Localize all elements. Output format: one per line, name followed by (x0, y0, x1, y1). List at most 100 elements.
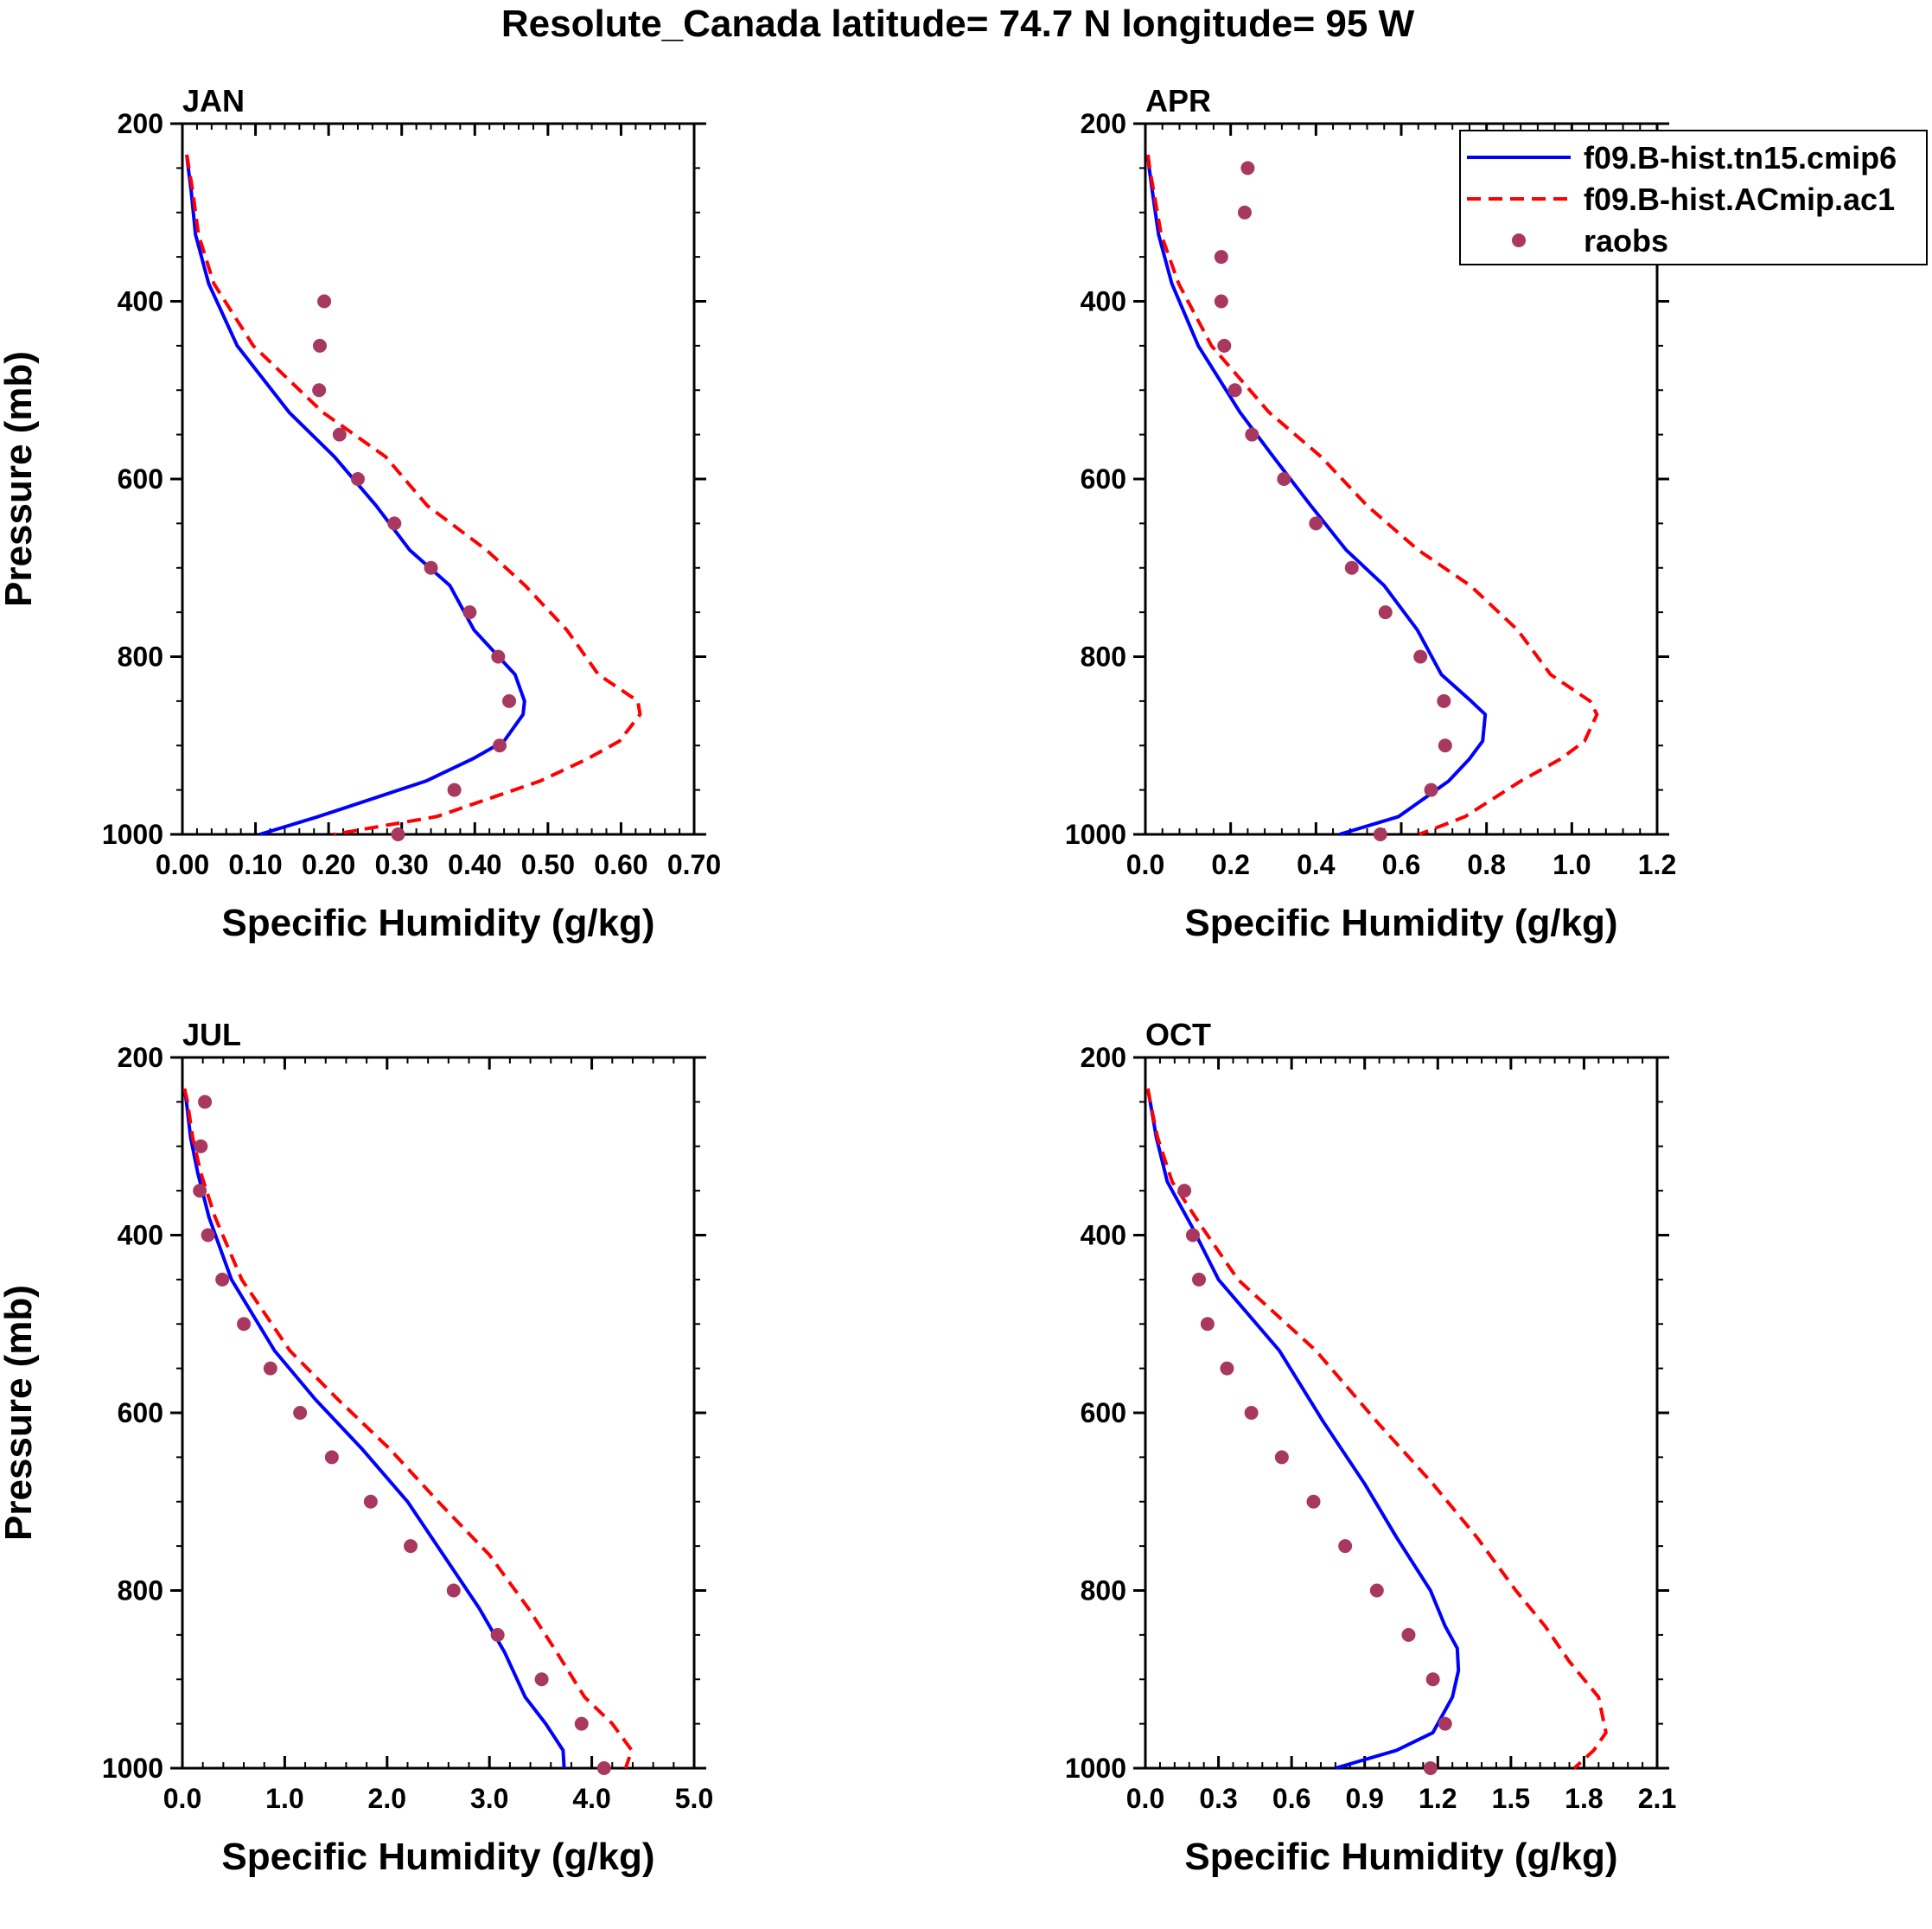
raobs-point (534, 1672, 549, 1687)
x-axis-label: Specific Humidity (g/kg) (1184, 902, 1617, 944)
y-tick-label: 1000 (1065, 1753, 1126, 1784)
x-tick-label: 0.9 (1345, 1783, 1383, 1814)
x-tick-label: 0.30 (375, 849, 429, 880)
raobs-point (1274, 1450, 1289, 1465)
x-tick-label: 0.10 (228, 849, 282, 880)
x-tick-label: 0.6 (1272, 1783, 1310, 1814)
y-tick-label: 600 (118, 463, 163, 495)
y-tick-label: 1000 (1065, 819, 1126, 850)
panel-jan: JAN 0.00 0.10 0.20 0.30 0.40 0.50 0.60 0.70 200 40… (0, 83, 721, 944)
legend-label: f09.B-hist.tn15.cmip6 (1584, 140, 1897, 176)
y-tick-label: 400 (1081, 286, 1126, 317)
y-tick-label: 800 (1081, 642, 1126, 673)
plot-frame (1144, 1056, 1659, 1770)
raobs-point (193, 1184, 207, 1198)
raobs-point (1192, 1272, 1207, 1287)
x-axis-label: Specific Humidity (g/kg) (221, 1836, 654, 1878)
x-tick-label: 1.0 (1553, 849, 1591, 880)
series-line-acmip (1146, 154, 1599, 836)
y-tick-label: 400 (1081, 1220, 1126, 1251)
raobs-point (1401, 1627, 1416, 1642)
y-tick-label: 600 (1081, 463, 1126, 495)
raobs-point (596, 1761, 611, 1775)
x-tick-label: 2.0 (368, 1783, 406, 1814)
raobs-point (502, 693, 517, 708)
raobs-point (1200, 1317, 1215, 1332)
raobs-point (1227, 383, 1242, 398)
x-tick-label: 1.2 (1638, 849, 1676, 880)
series-line-cmip6 (1145, 1088, 1461, 1770)
x-tick-label: 1.8 (1565, 1783, 1603, 1814)
raobs-point (1437, 693, 1451, 708)
raobs-point (1214, 294, 1228, 309)
legend-label: f09.B-hist.ACmip.ac1 (1584, 182, 1895, 217)
raobs-point (462, 605, 477, 620)
panel-title: JAN (182, 83, 245, 118)
x-tick-label: 0.60 (594, 849, 647, 880)
x-tick-label: 0.4 (1297, 849, 1336, 880)
x-tick-label: 0.3 (1199, 1783, 1237, 1814)
y-axis-label: Pressure (mb) (0, 1285, 40, 1541)
raobs-point (1425, 1672, 1440, 1687)
y-tick-label: 1000 (102, 819, 163, 850)
raobs-point (312, 338, 327, 353)
y-tick-label: 200 (118, 1042, 163, 1073)
raobs-point (363, 1494, 378, 1509)
raobs-point (424, 560, 438, 575)
raobs-point (1177, 1184, 1192, 1198)
y-tick-label: 800 (118, 1575, 163, 1606)
raobs-point (574, 1716, 589, 1731)
x-tick-label: 4.0 (572, 1783, 610, 1814)
raobs-point (194, 1139, 208, 1153)
y-tick-label: 600 (1081, 1397, 1126, 1428)
y-tick-label: 200 (118, 108, 163, 139)
x-tick-label: 5.0 (675, 1783, 713, 1814)
plot-frame (181, 1056, 696, 1770)
x-tick-label: 3.0 (470, 1783, 508, 1814)
raobs-point (1185, 1228, 1200, 1242)
raobs-point (201, 1228, 215, 1242)
panel-title: JUL (182, 1017, 241, 1052)
panel-title: APR (1145, 83, 1211, 118)
raobs-point (1423, 1761, 1438, 1775)
raobs-point (1306, 1494, 1321, 1509)
raobs-point (237, 1317, 252, 1332)
raobs-point (198, 1095, 213, 1109)
x-tick-label: 0.6 (1382, 849, 1420, 880)
raobs-point (493, 738, 507, 753)
raobs-point (1378, 605, 1393, 620)
raobs-point (215, 1272, 230, 1287)
raobs-point (293, 1406, 308, 1420)
raobs-point (1240, 161, 1255, 176)
raobs-point (1344, 560, 1359, 575)
figure-title: Resolute_Canada latitude= 74.7 N longitu… (501, 3, 1415, 45)
x-tick-label: 0.8 (1467, 849, 1505, 880)
raobs-point (317, 294, 332, 309)
raobs-point (1277, 472, 1291, 486)
x-tick-label: 0.00 (156, 849, 209, 880)
series-line-acmip (1145, 1088, 1608, 1770)
y-axis-label: Pressure (mb) (0, 351, 40, 607)
y-tick-label: 200 (1081, 1042, 1126, 1073)
raobs-point (1438, 738, 1452, 753)
series-line-cmip6 (1146, 154, 1488, 836)
y-tick-label: 600 (118, 1397, 163, 1428)
panel-oct: OCT 0.0 0.3 0.6 0.9 1.2 1.5 1.8 2.1 200 400 600 800 1… (1065, 1017, 1676, 1878)
x-tick-label: 0.0 (163, 1783, 201, 1814)
raobs-point (391, 827, 405, 841)
raobs-point (1244, 1406, 1259, 1420)
legend-marker-raobs (1512, 233, 1526, 247)
panels: JAN 0.00 0.10 0.20 0.30 0.40 0.50 0.60 0.70 200 40… (0, 83, 1928, 1878)
raobs-point (1220, 1361, 1234, 1376)
raobs-point (490, 1627, 505, 1642)
raobs-point (1214, 250, 1228, 265)
legend: f09.B-hist.tn15.cmip6 f09.B-hist.ACmip.ac… (1459, 130, 1928, 265)
x-tick-label: 0.40 (448, 849, 501, 880)
raobs-point (1245, 427, 1259, 442)
x-tick-label: 0.0 (1126, 849, 1164, 880)
raobs-point (446, 1583, 461, 1598)
x-tick-label: 1.0 (265, 1783, 303, 1814)
x-axis-label: Specific Humidity (g/kg) (1184, 1836, 1617, 1878)
raobs-point (447, 782, 462, 797)
raobs-point (324, 1450, 339, 1465)
